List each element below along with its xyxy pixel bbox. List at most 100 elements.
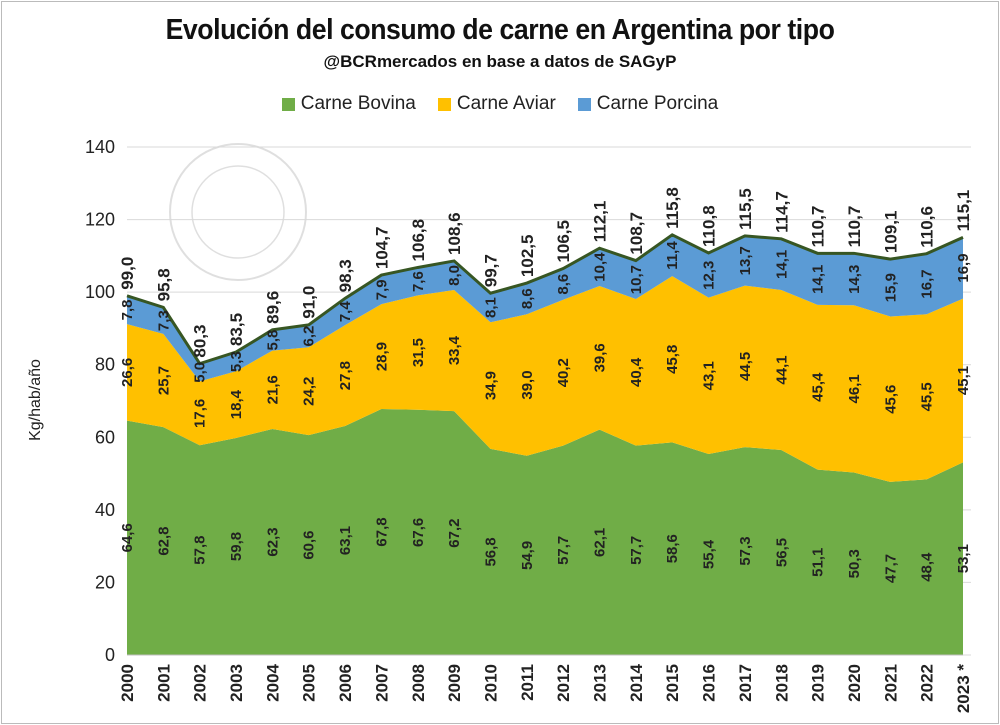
data-label: 44,5 bbox=[737, 352, 754, 381]
x-tick-label: 2022 bbox=[918, 664, 937, 702]
data-label: 67,2 bbox=[446, 518, 463, 547]
data-label: 67,6 bbox=[410, 518, 427, 547]
area-carne-aviar bbox=[127, 276, 963, 482]
data-label: 33,4 bbox=[446, 335, 463, 365]
data-label: 67,8 bbox=[373, 517, 390, 546]
legend-swatch bbox=[577, 97, 591, 111]
x-tick-label: 2014 bbox=[627, 663, 646, 701]
x-tick-label: 2015 bbox=[663, 664, 682, 702]
x-tick-label: 2016 bbox=[700, 664, 719, 702]
total-label: 110,6 bbox=[918, 206, 937, 248]
x-tick-label: 2007 bbox=[372, 664, 391, 702]
data-label: 5,8 bbox=[264, 330, 281, 351]
data-label: 64,6 bbox=[119, 523, 136, 552]
y-tick-label: 100 bbox=[85, 282, 115, 302]
total-label: 112,1 bbox=[591, 201, 610, 243]
data-label: 10,4 bbox=[592, 252, 609, 282]
total-label: 110,7 bbox=[809, 206, 828, 248]
data-label: 7,3 bbox=[155, 310, 172, 331]
total-label: 83,5 bbox=[227, 313, 246, 346]
data-label: 45,1 bbox=[955, 366, 972, 395]
legend: Carne Bovina Carne Aviar Carne Porcina bbox=[0, 93, 1000, 115]
data-label: 8,1 bbox=[482, 297, 499, 318]
x-tick-label: 2010 bbox=[481, 664, 500, 702]
data-label: 13,7 bbox=[737, 246, 754, 275]
legend-swatch bbox=[281, 97, 295, 111]
x-tick-label: 2003 bbox=[227, 664, 246, 702]
area-carne-porcina bbox=[127, 234, 963, 382]
data-label: 63,1 bbox=[337, 526, 354, 555]
x-tick-label: 2006 bbox=[336, 664, 355, 702]
total-label: 104,7 bbox=[372, 227, 391, 270]
watermark-seal bbox=[169, 143, 307, 281]
x-tick-label: 2005 bbox=[300, 664, 319, 702]
area-carne-bovina bbox=[127, 408, 963, 655]
data-label: 14,1 bbox=[810, 265, 827, 294]
data-label: 11,4 bbox=[664, 241, 681, 270]
data-label: 39,0 bbox=[519, 370, 536, 399]
data-label: 45,5 bbox=[919, 382, 936, 411]
data-label: 5,3 bbox=[228, 351, 245, 372]
data-label: 62,3 bbox=[264, 527, 281, 556]
data-label: 50,3 bbox=[846, 549, 863, 578]
data-label: 6,2 bbox=[301, 326, 318, 347]
data-label: 58,6 bbox=[664, 534, 681, 563]
total-label: 110,8 bbox=[700, 205, 719, 247]
legend-label: Carne Porcina bbox=[596, 93, 719, 114]
data-label: 8,0 bbox=[446, 265, 463, 286]
legend-label: Carne Aviar bbox=[456, 93, 556, 114]
chart-subtitle: @BCRmercados en base a datos de SAGyP bbox=[323, 52, 677, 71]
data-label: 55,4 bbox=[701, 539, 718, 569]
data-label: 56,8 bbox=[482, 537, 499, 566]
data-label: 45,4 bbox=[810, 372, 827, 402]
data-label: 31,5 bbox=[410, 338, 427, 367]
y-axis-label: Kg/hab/año bbox=[27, 359, 44, 441]
x-tick-label: 2013 bbox=[591, 664, 610, 702]
data-label: 43,1 bbox=[701, 361, 718, 390]
data-label: 46,1 bbox=[846, 374, 863, 403]
total-label: 102,5 bbox=[518, 235, 537, 278]
data-label: 45,6 bbox=[882, 385, 899, 414]
data-label: 54,9 bbox=[519, 541, 536, 570]
legend-item: Carne Aviar bbox=[437, 93, 556, 115]
data-label: 5,0 bbox=[192, 362, 209, 383]
data-label: 8,6 bbox=[555, 274, 572, 295]
data-label: 25,7 bbox=[155, 366, 172, 395]
data-label: 18,4 bbox=[228, 389, 245, 419]
data-label: 17,6 bbox=[192, 399, 209, 428]
total-label: 115,1 bbox=[954, 190, 973, 232]
data-label: 28,9 bbox=[373, 342, 390, 371]
data-label: 7,6 bbox=[410, 271, 427, 292]
x-tick-label: 2009 bbox=[445, 664, 464, 702]
data-label: 14,3 bbox=[846, 265, 863, 294]
x-tick-label: 2019 bbox=[809, 664, 828, 702]
data-label: 62,8 bbox=[155, 526, 172, 555]
x-tick-label: 2020 bbox=[845, 664, 864, 702]
x-tick-label: 2012 bbox=[554, 664, 573, 702]
data-label: 44,1 bbox=[773, 355, 790, 384]
data-label: 16,9 bbox=[955, 253, 972, 282]
total-line bbox=[126, 233, 964, 366]
legend-swatch bbox=[437, 97, 451, 111]
legend-item: Carne Bovina bbox=[281, 93, 416, 115]
total-label: 108,6 bbox=[445, 212, 464, 255]
data-label: 27,8 bbox=[337, 361, 354, 390]
data-label: 7,8 bbox=[119, 299, 136, 320]
x-tick-label: 2021 bbox=[881, 664, 900, 702]
data-label: 8,6 bbox=[519, 288, 536, 309]
data-label: 10,7 bbox=[628, 265, 645, 294]
data-label: 14,1 bbox=[773, 250, 790, 279]
data-label: 47,7 bbox=[882, 554, 899, 583]
x-tick-label: 2001 bbox=[154, 664, 173, 702]
y-tick-label: 120 bbox=[85, 210, 115, 230]
data-label: 40,2 bbox=[555, 358, 572, 387]
x-tick-label: 2011 bbox=[518, 664, 537, 701]
total-label: 109,1 bbox=[881, 211, 900, 254]
x-tick-label: 2002 bbox=[191, 664, 210, 702]
data-label: 39,6 bbox=[592, 343, 609, 372]
data-label: 12,3 bbox=[701, 261, 718, 290]
total-label: 80,3 bbox=[191, 325, 210, 358]
total-label: 108,7 bbox=[627, 212, 646, 255]
data-label: 26,6 bbox=[119, 358, 136, 387]
